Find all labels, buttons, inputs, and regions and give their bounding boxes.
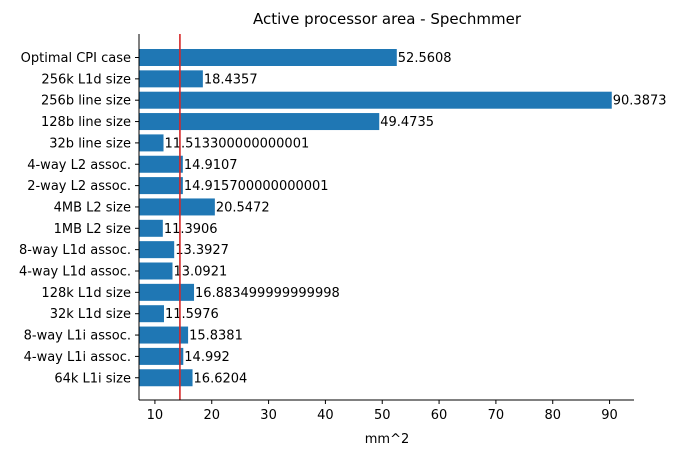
y-tick-label: 4-way L1i assoc. [24, 350, 131, 365]
bar-value-label: 16.6204 [194, 371, 248, 386]
bar-value-labels: 52.5608 18.4357 90.3873 49.4735 11.513300000… [164, 51, 667, 386]
bar-value-label: 14.9107 [184, 158, 238, 173]
y-tick-label: 4-way L2 assoc. [27, 158, 131, 173]
bar-value-label: 11.513300000000001 [165, 136, 310, 151]
bar [139, 198, 215, 216]
y-tick-label: 256k L1d size [41, 72, 131, 87]
bar [139, 91, 612, 109]
bar-value-label: 14.915700000000001 [184, 179, 329, 194]
bar [139, 155, 183, 173]
y-tick-label: 4-way L1d assoc. [19, 265, 131, 280]
y-tick-label: 4MB L2 size [54, 200, 131, 215]
bar-value-label: 11.3906 [164, 222, 218, 237]
bar [139, 113, 380, 131]
y-tick-label: 128b line size [41, 115, 131, 130]
x-tick-label: 60 [431, 408, 448, 423]
x-tick-label: 70 [488, 408, 505, 423]
x-tick-label: 40 [317, 408, 334, 423]
bar-value-label: 11.5976 [165, 307, 219, 322]
x-tick-label: 20 [203, 408, 220, 423]
y-tick-label: 8-way L1d assoc. [19, 243, 131, 258]
x-tick-label: 50 [374, 408, 391, 423]
bar [139, 347, 184, 365]
bar [139, 305, 164, 323]
y-tick-label: 64k L1i size [54, 371, 131, 386]
x-tick-label: 90 [601, 408, 618, 423]
bar-value-label: 20.5472 [216, 200, 270, 215]
bar-value-label: 49.4735 [380, 115, 434, 130]
bar [139, 49, 397, 66]
bar [139, 369, 193, 387]
bar [139, 241, 175, 259]
y-tick-labels: Optimal CPI case 256k L1d size 256b line s… [19, 51, 139, 386]
y-tick-label: 8-way L1i assoc. [24, 329, 131, 344]
x-ticks: 10 20 30 40 50 60 70 80 90 [147, 400, 618, 423]
bar [139, 262, 173, 280]
x-tick-label: 80 [544, 408, 561, 423]
bar-value-label: 13.3927 [175, 243, 229, 258]
bars-group [139, 49, 612, 387]
y-tick-label: 1MB L2 size [54, 222, 131, 237]
bar [139, 134, 164, 152]
bar [139, 177, 183, 195]
bar-value-label: 13.0921 [173, 265, 227, 280]
chart-title: Active processor area - Spechmmer [253, 10, 522, 28]
bar-value-label: 18.4357 [204, 72, 258, 87]
y-tick-label: 128k L1d size [41, 286, 131, 301]
y-tick-label: 256b line size [41, 94, 131, 109]
bar-value-label: 16.883499999999998 [195, 286, 340, 301]
bar-value-label: 90.3873 [613, 94, 667, 109]
x-tick-label: 10 [147, 408, 164, 423]
x-tick-label: 30 [260, 408, 277, 423]
x-axis-label: mm^2 [365, 432, 410, 447]
y-tick-label: Optimal CPI case [21, 51, 131, 66]
bar [139, 326, 189, 344]
y-tick-label: 32k L1d size [50, 307, 131, 322]
y-tick-label: 2-way L2 assoc. [27, 179, 131, 194]
bar [139, 283, 195, 301]
bar [139, 219, 163, 237]
y-tick-label: 32b line size [49, 136, 131, 151]
bar-value-label: 14.992 [184, 350, 230, 365]
bar [139, 70, 203, 88]
bar-value-label: 52.5608 [398, 51, 452, 66]
bar-value-label: 15.8381 [189, 329, 243, 344]
